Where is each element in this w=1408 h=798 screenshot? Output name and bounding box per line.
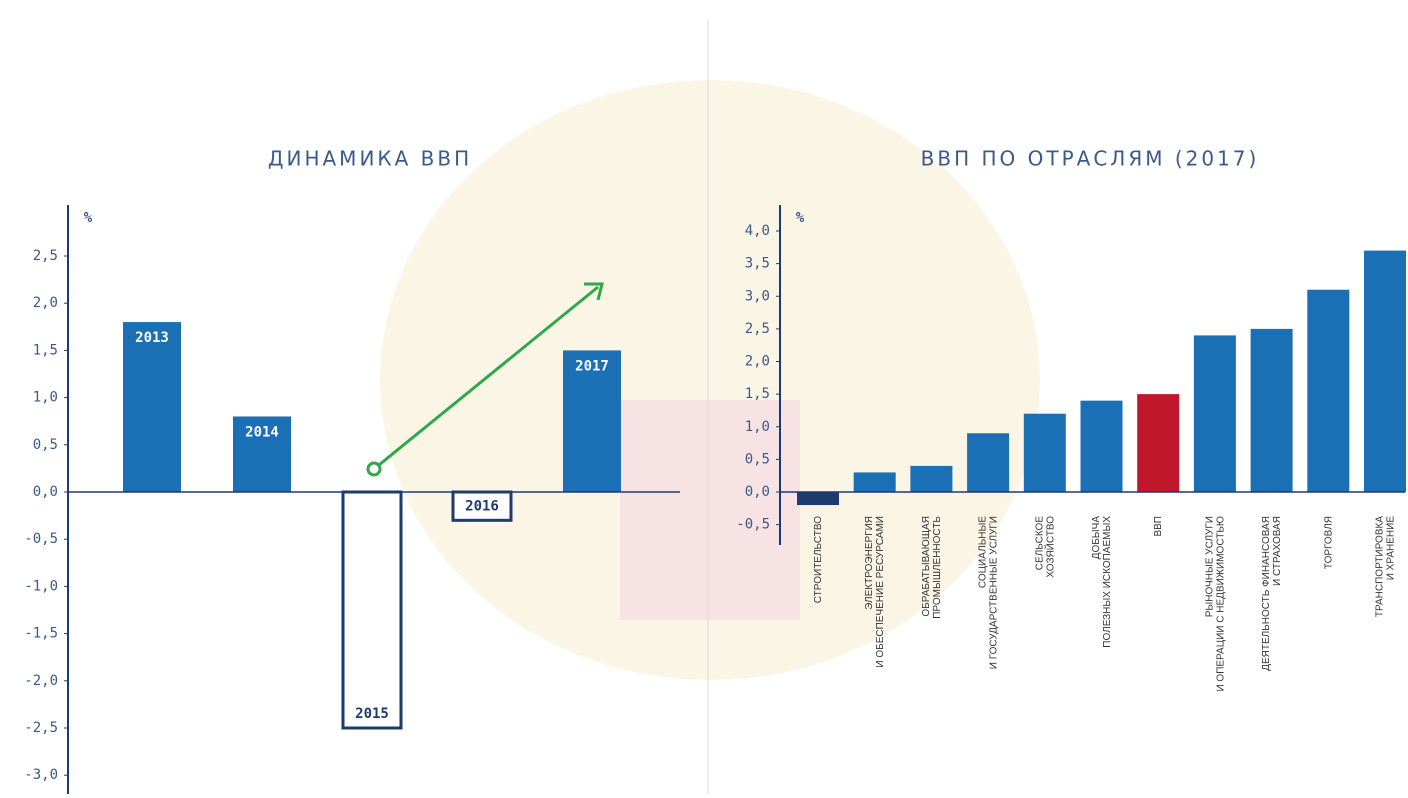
y-tick-label: 4,0 <box>745 223 770 239</box>
bar <box>1081 401 1123 492</box>
x-tick-label: ТРАНСПОРТИРОВКАИ ХРАНЕНИЕ <box>1374 516 1396 617</box>
x-tick-label-line: СТРОИТЕЛЬСТВО <box>813 516 824 603</box>
x-tick-label-line: И ГОСУДАРСТВЕННЫЕ УСЛУГИ <box>988 516 999 669</box>
x-tick-label: ОБРАБАТЫВАЮЩАЯПРОМЫШЛЕННОСТЬ <box>921 516 943 619</box>
y-tick-label: 1,5 <box>745 386 770 402</box>
infographic: ДИНАМИКА ВВП% 2,5 2,0 1,5 1,0 0,5 0,0 -0,5 -1,0 -… <box>0 0 1408 794</box>
y-tick-label: 0,0 <box>745 484 770 500</box>
bar <box>1194 335 1236 492</box>
y-tick-label: 0,5 <box>745 451 770 467</box>
bar-label: 2016 <box>465 498 499 514</box>
y-tick-label: 3,5 <box>745 256 770 272</box>
bar <box>1364 251 1406 492</box>
bar-label: 2013 <box>135 330 169 346</box>
bar <box>1024 414 1066 492</box>
x-tick-label-line: СОЦИАЛЬНЫЕ <box>977 516 988 588</box>
bar <box>797 492 839 505</box>
bar <box>343 492 401 728</box>
y-tick-label: 1,0 <box>745 419 770 435</box>
bar <box>1307 290 1349 492</box>
x-tick-label-line: ТОРГОВЛЯ <box>1323 516 1334 569</box>
x-tick-label-line: РЫНОЧНЫЕ УСЛУГИ <box>1204 516 1215 617</box>
y-axis-label: % <box>84 210 93 226</box>
y-tick-label: 2,0 <box>745 354 770 370</box>
y-tick-label: 3,0 <box>745 288 770 304</box>
y-tick-label: -2,0 <box>24 673 58 689</box>
x-tick-label: РЫНОЧНЫЕ УСЛУГИИ ОПЕРАЦИИ С НЕДВИЖИМОСТЬ… <box>1204 516 1226 692</box>
chart-title: ДИНАМИКА ВВП <box>268 147 472 171</box>
x-tick-label-line: И СТРАХОВАЯ <box>1272 516 1283 586</box>
x-tick-label-line: ПРОМЫШЛЕННОСТЬ <box>932 516 943 619</box>
x-tick-label-line: И ОПЕРАЦИИ С НЕДВИЖИМОСТЬЮ <box>1215 516 1226 692</box>
x-tick-label: СТРОИТЕЛЬСТВО <box>813 516 824 603</box>
x-tick-label-line: СЕЛЬСКОЕ <box>1034 516 1045 571</box>
y-tick-label: 1,5 <box>33 342 58 358</box>
x-tick-label: СЕЛЬСКОЕХОЗЯЙСТВО <box>1034 516 1056 578</box>
y-tick-label: 0,0 <box>33 484 58 500</box>
y-tick-label: 2,0 <box>33 295 58 311</box>
bar-label: 2014 <box>245 424 279 440</box>
y-axis-label: % <box>796 210 805 226</box>
y-tick-label: 2,5 <box>33 248 58 264</box>
x-tick-label-line: ХОЗЯЙСТВО <box>1043 516 1056 578</box>
x-tick-label-line: ВВП <box>1153 516 1164 537</box>
x-tick-label-line: ПОЛЕЗНЫХ ИСКОПАЕМЫХ <box>1102 516 1113 648</box>
x-tick-label-line: И ХРАНЕНИЕ <box>1385 516 1396 581</box>
x-tick-label: ВВП <box>1153 516 1164 537</box>
y-tick-label: 2,5 <box>745 321 770 337</box>
y-tick-label: -2,5 <box>24 720 58 736</box>
bar <box>123 322 181 492</box>
bar <box>910 466 952 492</box>
y-tick-label: 1,0 <box>33 390 58 406</box>
y-tick-label: 0,5 <box>33 437 58 453</box>
x-tick-label: ДОБЫЧАПОЛЕЗНЫХ ИСКОПАЕМЫХ <box>1091 516 1113 648</box>
y-tick-label: -0,5 <box>736 517 770 533</box>
y-tick-label: -0,5 <box>24 531 58 547</box>
bar <box>1137 394 1179 492</box>
x-tick-label-line: ЭЛЕКТРОЭНЕРГИЯ <box>864 516 875 610</box>
x-tick-label-line: ДОБЫЧА <box>1091 516 1102 560</box>
x-tick-label-line: И ОБЕСПЕЧЕНИЕ РЕСУРСАМИ <box>875 516 886 668</box>
y-tick-label: -1,5 <box>24 626 58 642</box>
bar-label: 2017 <box>575 358 609 374</box>
x-tick-label: СОЦИАЛЬНЫЕИ ГОСУДАРСТВЕННЫЕ УСЛУГИ <box>977 516 999 670</box>
chart-title: ВВП ПО ОТРАСЛЯМ (2017) <box>921 147 1260 171</box>
x-tick-label: ТОРГОВЛЯ <box>1323 516 1334 569</box>
bar <box>854 472 896 492</box>
x-tick-label-line: ОБРАБАТЫВАЮЩАЯ <box>921 516 932 617</box>
x-tick-label: ЭЛЕКТРОЭНЕРГИЯИ ОБЕСПЕЧЕНИЕ РЕСУРСАМИ <box>864 516 886 668</box>
x-tick-label-line: ТРАНСПОРТИРОВКА <box>1374 516 1385 617</box>
x-tick-label: ДЕЯТЕЛЬНОСТЬ ФИНАНСОВАЯИ СТРАХОВАЯ <box>1261 516 1283 671</box>
bar <box>1251 329 1293 492</box>
bar <box>967 433 1009 492</box>
x-tick-label-line: ДЕЯТЕЛЬНОСТЬ ФИНАНСОВАЯ <box>1261 516 1272 671</box>
bar-label: 2015 <box>355 706 389 722</box>
y-tick-label: -3,0 <box>24 767 58 783</box>
y-tick-label: -1,0 <box>24 578 58 594</box>
